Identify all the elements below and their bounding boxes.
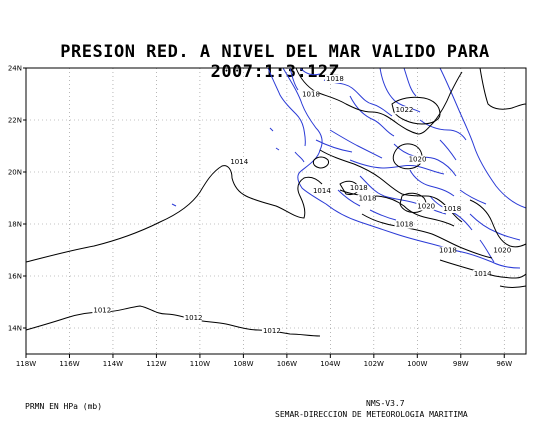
islands (171, 127, 305, 207)
isobar-1014-west (25, 165, 323, 263)
contour-labels: 1018 1018 1022 1014 1020 1014 1018 1018 1020 1018… (92, 75, 511, 336)
isobar-1022 (391, 96, 441, 125)
isobar-label: 1022 (396, 106, 414, 114)
state-borders (299, 67, 521, 263)
contour-label-bg (394, 106, 413, 115)
lon-tick-label: 102W (364, 360, 384, 368)
isobars (25, 67, 527, 337)
contour-label-bg (357, 194, 376, 203)
isobar-1018-south (361, 213, 493, 259)
isobar-1018-north (295, 67, 463, 135)
contour-label-bg (311, 186, 330, 195)
isobar-1016-closed (312, 156, 329, 169)
isobar-label: 1014 (474, 270, 492, 278)
lat-tick-label: 20N (8, 169, 22, 177)
lon-tick-label: 116W (59, 360, 79, 368)
lat-tick-label: 16N (8, 273, 22, 281)
isobar-label: 1012 (263, 327, 281, 335)
isobar-label: 1012 (93, 306, 111, 314)
gulf-coast (439, 67, 527, 209)
lon-tick-label: 98W (453, 360, 469, 368)
contour-label-bg (442, 205, 461, 213)
isobar-label: 1020 (493, 247, 511, 255)
lon-tick-label: 112W (146, 360, 166, 368)
variable-label: PRMN EN HPa (mb) (25, 402, 103, 411)
lon-tick-label: 108W (233, 360, 253, 368)
contour-label-bg (407, 155, 426, 164)
isobar-1014-gulf (479, 67, 527, 110)
lon-tick-label: 106W (277, 360, 297, 368)
pacific-coast (282, 67, 521, 269)
isobar-1014-east (439, 259, 527, 279)
contour-label-bg (325, 75, 343, 83)
isobar-label: 1018 (359, 195, 377, 203)
contour-label-bg (301, 90, 320, 99)
lon-tick-label: 114W (103, 360, 123, 368)
isobar-label: 1018 (350, 184, 368, 192)
contour-label-bg (261, 327, 280, 336)
credit-label: SEMAR-DIRECCION DE METEOROLOGIA MARITIMA (275, 410, 468, 419)
lat-tick-label: 14N (8, 325, 22, 333)
isobar-label: 1018 (439, 247, 457, 255)
isobar-1020 (392, 143, 423, 170)
isobar-label: 1014 (313, 187, 331, 195)
lon-tick-label: 104W (320, 360, 340, 368)
version-label: NMS-V3.7 (366, 399, 405, 408)
isobar-label: 1012 (185, 314, 203, 322)
lon-tick-label: 118W (16, 360, 36, 368)
contour-label-bg (229, 158, 248, 167)
lon-tick-label: 100W (407, 360, 427, 368)
isobar-label: 1014 (230, 158, 248, 166)
isobar-1012-east (499, 285, 527, 288)
contour-label-bg (416, 202, 435, 211)
lon-tick-label: 110W (190, 360, 210, 368)
lon-tick-label: 96W (496, 360, 512, 368)
lat-tick-label: 22N (8, 117, 22, 125)
isobar-label: 1018 (396, 221, 414, 229)
isobar-label: 1020 (409, 156, 427, 164)
contour-label-bg (492, 246, 511, 255)
grid-lines (26, 68, 526, 354)
contour-label-bg (348, 184, 367, 193)
lat-tick-label: 24N (8, 65, 22, 73)
lat-tick-label: 18N (8, 221, 22, 229)
baja-coast (267, 67, 306, 147)
contour-label-bg (438, 246, 457, 255)
contour-label-bg (472, 270, 491, 278)
map-frame (25, 67, 527, 355)
map-title: PRESION RED. A NIVEL DEL MAR VALIDO PARA… (60, 42, 490, 82)
isobar-1020-east (469, 199, 527, 248)
contour-label-bg (394, 220, 413, 229)
isobar-label: 1018 (326, 75, 344, 83)
isobar-label: 1018 (302, 91, 320, 99)
isobar-label: 1020 (417, 202, 435, 210)
baja-coast-east (289, 67, 299, 91)
contour-label-bg (183, 314, 202, 323)
axis-labels: 118W 116W 114W 112W 110W 108W 106W 104W 102W 100W… (8, 65, 512, 369)
contour-label-bg (92, 306, 111, 315)
coastline (171, 67, 527, 269)
isobar-label: 1018 (443, 205, 461, 213)
